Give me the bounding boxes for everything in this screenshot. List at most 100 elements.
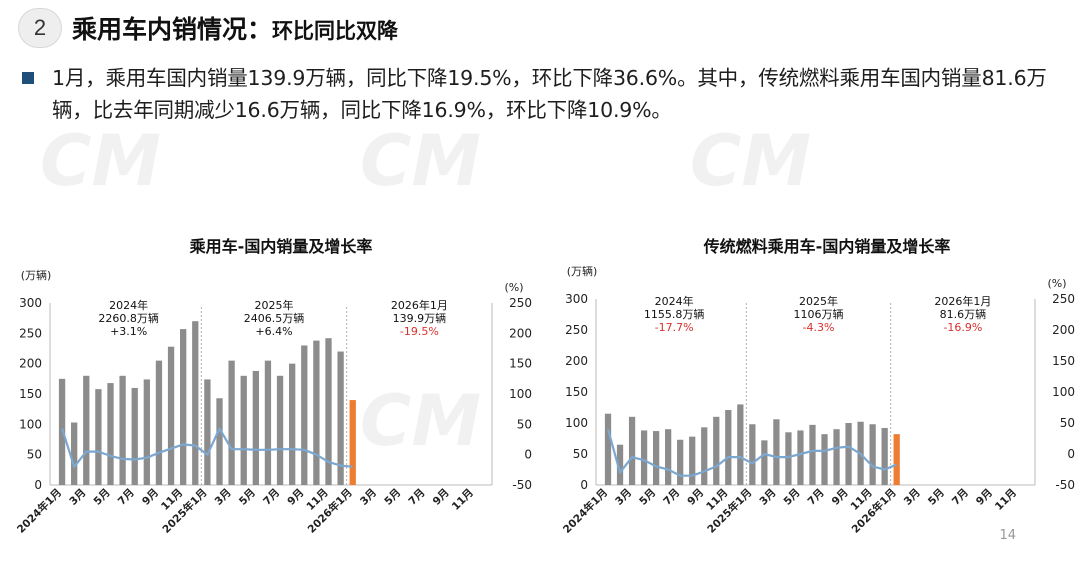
watermark-logo: CM: [40, 120, 162, 202]
right-axis-tick-label: 250: [509, 296, 532, 310]
right-axis-tick-label: 250: [1052, 292, 1075, 306]
sales-bar: [677, 439, 684, 485]
x-axis-tick-label: 3月: [613, 487, 634, 508]
x-axis-tick-label: 5月: [781, 487, 802, 508]
domestic-sales-chart: (万辆) (%) 300 250 200 150 100 50 0 250 200 150 100 50 0…: [14, 268, 532, 536]
sales-bar: [204, 379, 211, 485]
watermark-logo: CM: [690, 120, 812, 202]
right-axis-tick-label: 150: [1052, 354, 1075, 368]
x-axis-tick-label: 3月: [213, 487, 234, 508]
sales-bar: [95, 389, 102, 485]
sales-bar: [737, 404, 744, 485]
sales-bar: [628, 416, 636, 485]
right-axis-tick-label: 50: [1060, 416, 1075, 430]
page-number: 14: [999, 528, 1016, 543]
period-annotation-text: +6.4%: [255, 325, 292, 338]
right-axis-tick-label: -50: [512, 478, 532, 492]
sales-bar: [83, 375, 90, 485]
summary-bullet: 1月，乘用车国内销量139.9万辆，同比下降19.5%，环比下降36.6%。其中…: [22, 62, 1072, 126]
sales-bar: [713, 416, 720, 485]
sales-bar: [71, 422, 78, 485]
right-axis-tick-label: -50: [1055, 478, 1075, 492]
summary-text: 1月，乘用车国内销量139.9万辆，同比下降19.5%，环比下降36.6%。其中…: [52, 66, 1047, 122]
growth-rate-line: [61, 427, 353, 468]
right-axis-unit: (%): [504, 281, 523, 294]
left-axis-tick-label: 200: [19, 357, 42, 371]
sales-bar: [833, 429, 840, 485]
x-axis-tick-label: 3月: [757, 487, 778, 508]
sales-bar: [325, 338, 332, 485]
sales-bar: [689, 436, 696, 485]
x-axis-tick-label: 5月: [237, 487, 258, 508]
sales-bar: [749, 424, 756, 485]
sales-bar: [604, 413, 612, 485]
ice-domestic-sales-chart: (万辆) (%) 300 250 200 150 100 50 0 250 200 150 100 50 0…: [560, 264, 1075, 536]
sales-bar: [337, 351, 344, 485]
left-axis-tick-label: 100: [565, 416, 588, 430]
left-axis-tick-label: 200: [565, 354, 588, 368]
left-axis-tick-label: 0: [34, 478, 42, 492]
right-axis-tick-label: 100: [509, 387, 532, 401]
sales-bar: [893, 434, 900, 485]
left-axis-unit: (万辆): [567, 264, 598, 278]
period-annotation-text: 139.9万辆: [393, 311, 447, 325]
sales-bar: [289, 363, 296, 485]
sales-bar: [665, 429, 672, 485]
chart-title-right: 传统燃料乘用车-国内销量及增长率: [703, 237, 951, 256]
page-title: 乘用车内销情况：环比同比双降: [72, 10, 398, 46]
period-annotation-text: 2026年1月: [934, 294, 991, 308]
sales-bar: [845, 423, 852, 485]
right-axis-tick-label: 200: [509, 326, 532, 340]
sales-bar: [809, 424, 816, 485]
period-annotation-text: -4.3%: [803, 321, 835, 334]
period-annotation-text: -16.9%: [943, 321, 982, 334]
period-annotation-text: 1106万辆: [794, 307, 844, 321]
x-axis-tick-label: 7月: [950, 487, 971, 508]
x-axis-tick-label: 2024年1月: [14, 486, 64, 536]
period-annotation-text: 2026年1月: [391, 298, 448, 312]
sales-bar: [264, 360, 272, 485]
x-axis-tick-label: 11月: [993, 487, 1019, 513]
period-annotation-text: 2024年: [109, 298, 148, 312]
slide-header: 2 乘用车内销情况：环比同比双降: [18, 6, 398, 50]
sales-bar: [240, 375, 247, 485]
left-axis-tick-label: 300: [19, 296, 42, 310]
sales-bar: [701, 427, 708, 485]
x-axis-tick-label: 11月: [450, 487, 476, 513]
sales-bar: [313, 340, 320, 485]
right-axis-tick-label: 50: [517, 417, 532, 431]
sales-bar: [107, 383, 114, 485]
x-axis-tick-label: 7月: [661, 487, 682, 508]
period-annotation-text: +3.1%: [110, 325, 147, 338]
period-annotation-text: -19.5%: [400, 325, 439, 338]
right-axis-tick-label: 0: [524, 448, 532, 462]
sales-bar: [155, 360, 163, 485]
sales-bar: [881, 427, 888, 485]
sales-bar: [143, 379, 150, 485]
left-axis-tick-label: 100: [19, 417, 42, 431]
sales-bar: [228, 360, 235, 485]
period-annotation-text: 2260.8万辆: [98, 311, 159, 325]
x-axis-tick-label: 3月: [67, 487, 88, 508]
x-axis-tick-label: 7月: [806, 487, 827, 508]
sales-bar: [761, 440, 768, 485]
sales-bar: [725, 409, 732, 485]
x-axis-tick-label: 5月: [382, 487, 403, 508]
sales-bar: [616, 444, 624, 485]
sales-bar: [652, 431, 660, 485]
period-annotation-text: 1155.8万辆: [644, 307, 705, 321]
sales-bar: [180, 329, 187, 485]
sales-bar: [252, 370, 259, 485]
x-axis-tick-label: 7月: [261, 487, 282, 508]
period-annotation-text: 2025年: [799, 294, 838, 308]
x-axis-tick-label: 7月: [116, 487, 137, 508]
sales-bar: [869, 424, 876, 485]
left-axis-tick-label: 50: [27, 448, 42, 462]
section-number-badge: 2: [18, 8, 62, 48]
watermark-logo: CM: [360, 380, 482, 462]
right-axis-tick-label: 200: [1052, 323, 1075, 337]
sales-bar: [640, 430, 648, 485]
sales-bar: [301, 345, 308, 485]
sales-bar: [797, 430, 804, 485]
sales-bar: [349, 400, 356, 485]
